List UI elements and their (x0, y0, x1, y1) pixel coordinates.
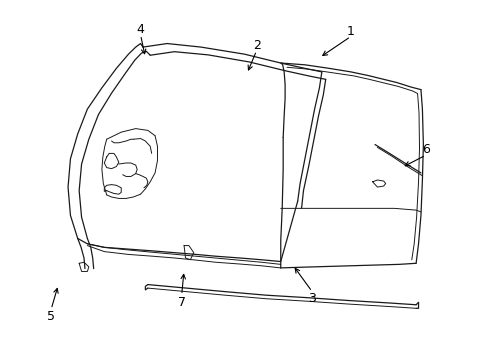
Text: 1: 1 (346, 24, 354, 38)
Text: 4: 4 (136, 23, 144, 36)
Text: 7: 7 (177, 296, 185, 309)
Text: 2: 2 (252, 39, 260, 52)
Text: 3: 3 (307, 292, 315, 305)
Text: 5: 5 (47, 310, 55, 323)
Text: 6: 6 (421, 143, 429, 156)
